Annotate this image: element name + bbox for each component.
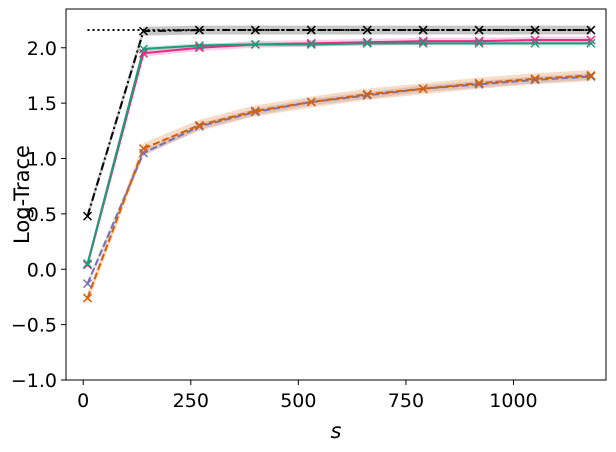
series-point (474, 78, 484, 88)
series-point (530, 75, 540, 85)
series-line (86, 74, 591, 299)
series-point (586, 72, 596, 82)
series-point (474, 25, 484, 35)
series-point (306, 39, 316, 49)
series-point (250, 25, 260, 35)
series-point (194, 120, 204, 130)
series-band (87, 36, 591, 269)
series-point (362, 90, 372, 100)
series-point (306, 97, 316, 107)
series-point (194, 43, 204, 53)
series-line (86, 29, 591, 217)
series-point (194, 121, 204, 131)
series-point (362, 25, 372, 35)
series-point (418, 84, 428, 94)
series-point (418, 25, 428, 35)
series-band (87, 73, 591, 287)
series-point (194, 41, 204, 51)
series-point (362, 89, 372, 99)
series-point (586, 38, 596, 48)
x-tick-label: 750 (388, 390, 424, 412)
series-point (250, 39, 260, 49)
series-point (362, 37, 372, 47)
series-point (82, 260, 93, 270)
series-line (86, 75, 591, 285)
series-point (530, 74, 540, 84)
series-point (474, 38, 484, 48)
series-point (250, 106, 260, 116)
series-point (418, 36, 428, 46)
x-tick-label: 1000 (489, 390, 537, 412)
confidence-bands (87, 25, 591, 304)
y-axis-ticks: −1.0 −0.5 0.0 0.5 1.0 1.5 2.0 (11, 38, 66, 392)
series-point (586, 35, 596, 45)
series-band (87, 25, 591, 221)
series-point (530, 38, 540, 48)
series-point (82, 279, 93, 289)
series-point (138, 144, 148, 154)
series-point (250, 107, 260, 117)
y-tick-label: 0.0 (27, 259, 57, 281)
plot-frame (65, 8, 607, 381)
y-tick-label: 1.0 (27, 149, 57, 171)
x-axis-label: s (331, 419, 342, 443)
series-point (530, 35, 540, 45)
x-tick-label: 250 (173, 390, 209, 412)
x-tick-label: 500 (280, 390, 316, 412)
series-line (86, 39, 591, 266)
series-line (86, 42, 591, 264)
series-point (194, 25, 204, 35)
series-point (586, 25, 596, 35)
series-point (82, 211, 93, 221)
series-point (474, 79, 484, 89)
x-tick-label: 0 (77, 390, 89, 412)
series-point (306, 25, 316, 35)
series-point (530, 25, 540, 35)
series-point (82, 293, 93, 303)
series-lines (86, 29, 591, 299)
x-axis-ticks: 0 250 500 750 1000 (77, 380, 538, 412)
series-point (138, 44, 148, 54)
series-point (306, 38, 316, 48)
y-tick-label: 0.5 (27, 204, 57, 226)
series-point (138, 26, 148, 36)
series-markers (82, 25, 596, 303)
series-point (474, 36, 484, 46)
y-tick-label: −0.5 (11, 315, 57, 337)
series-point (82, 259, 93, 269)
series-band (87, 69, 591, 304)
y-axis-label: Log-Trace (10, 145, 34, 244)
y-tick-label: 2.0 (27, 38, 57, 60)
series-point (362, 38, 372, 48)
series-point (418, 38, 428, 48)
y-tick-label: −1.0 (11, 370, 57, 392)
y-tick-label: 1.5 (27, 93, 57, 115)
series-point (586, 70, 596, 80)
